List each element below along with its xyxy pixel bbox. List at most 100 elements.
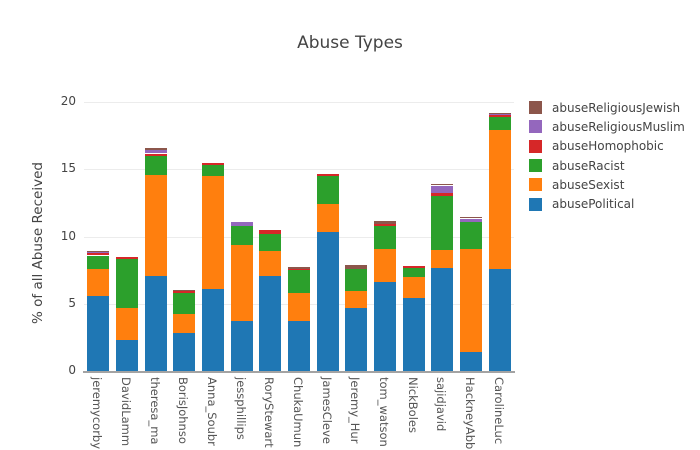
- chart-title: Abuse Types: [297, 33, 403, 53]
- y-tick-label: 0: [68, 363, 76, 377]
- bar-segment-abuseSexist-jeremycorby[interactable]: [87, 268, 110, 297]
- bar-segment-abusePolitical-tom_watson[interactable]: [374, 282, 396, 371]
- legend-label: abuseReligiousMuslim: [552, 119, 685, 134]
- bar-segment-abuseRacist-Anna_Soubr[interactable]: [202, 164, 224, 176]
- bar-segment-abuseSexist-tom_watson[interactable]: [374, 248, 396, 282]
- bar-segment-abuseRacist-sajidjavid[interactable]: [431, 195, 454, 250]
- bar-segment-abuseRacist-jeremycorby[interactable]: [87, 255, 110, 269]
- x-tick-label-theresa_ma: theresa_ma: [147, 377, 162, 445]
- bar-segment-abuseSexist-CarolineLuc[interactable]: [488, 130, 511, 270]
- bar-segment-abusePolitical-theresa_ma[interactable]: [144, 276, 167, 371]
- bar-segment-abuseReligiousMuslim-jeremycorby[interactable]: [87, 251, 110, 254]
- bar-segment-abuseReligiousMuslim-CarolineLuc[interactable]: [488, 113, 511, 115]
- bar-segment-abuseRacist-BorisJohnso[interactable]: [173, 292, 196, 314]
- bar-segment-abuseReligiousJewish-BorisJohnso[interactable]: [173, 289, 196, 291]
- bar-segment-abuseReligiousJewish-Jeremy_Hur[interactable]: [345, 265, 368, 270]
- legend-item-abuseSexist[interactable]: abuseSexist: [529, 175, 685, 194]
- legend-item-abuseReligiousJewish[interactable]: abuseReligiousJewish: [529, 98, 685, 117]
- x-tick-label-HackneyAbb: HackneyAbb: [463, 377, 477, 450]
- bar-segment-abuseReligiousMuslim-HackneyAbb[interactable]: [460, 218, 482, 222]
- x-tick-label-JamesCleve: JamesCleve: [319, 377, 334, 444]
- bar-segment-abuseRacist-HackneyAbb[interactable]: [460, 221, 482, 249]
- bar-segment-abuseSexist-jessphillips[interactable]: [230, 245, 253, 322]
- bar-segment-abuseSexist-sajidjavid[interactable]: [431, 250, 454, 269]
- bar-segment-abusePolitical-Jeremy_Hur[interactable]: [345, 308, 368, 371]
- bar-segment-abuseHomophobic-RoryStewart[interactable]: [259, 230, 282, 235]
- legend-item-abusePolitical[interactable]: abusePolitical: [529, 194, 685, 213]
- bar-segment-abusePolitical-RoryStewart[interactable]: [259, 276, 282, 371]
- bar-segment-abuseRacist-ChukaUmun[interactable]: [288, 270, 310, 293]
- bar-segment-abuseReligiousMuslim-sajidjavid[interactable]: [431, 185, 454, 193]
- bar-segment-abuseReligiousJewish-HackneyAbb[interactable]: [460, 217, 482, 219]
- bar-segment-abusePolitical-NickBoles[interactable]: [402, 298, 425, 371]
- x-tick-label-NickBoles: NickBoles: [405, 377, 420, 433]
- bar-segment-abuseHomophobic-DavidLamm[interactable]: [116, 257, 138, 260]
- bar-segment-abuseReligiousMuslim-jessphillips[interactable]: [230, 222, 253, 227]
- legend-label: abuseSexist: [552, 177, 625, 192]
- bar-segment-abuseHomophobic-CarolineLuc[interactable]: [488, 114, 511, 118]
- bar-segment-abusePolitical-HackneyAbb[interactable]: [460, 352, 482, 371]
- legend-label: abusePolitical: [552, 197, 635, 212]
- y-tick-label: 10: [60, 228, 76, 243]
- legend-swatch-icon: [529, 101, 542, 115]
- bar-segment-abuseReligiousJewish-sajidjavid[interactable]: [431, 184, 454, 186]
- gridline: [84, 102, 514, 103]
- bar-segment-abuseHomophobic-ChukaUmun[interactable]: [288, 269, 310, 271]
- x-tick-label-jeremycorby: jeremycorby: [90, 377, 105, 450]
- legend-item-abuseRacist[interactable]: abuseRacist: [529, 156, 685, 175]
- x-tick-label-CarolineLuc: CarolineLuc: [491, 377, 506, 445]
- legend-swatch-icon: [529, 120, 542, 134]
- bar-segment-abuseReligiousMuslim-theresa_ma[interactable]: [144, 149, 167, 154]
- bar-segment-abuseReligiousJewish-theresa_ma[interactable]: [144, 147, 167, 150]
- bar-segment-abusePolitical-CarolineLuc[interactable]: [488, 269, 511, 371]
- bar-segment-abuseSexist-ChukaUmun[interactable]: [288, 293, 310, 322]
- bar-segment-abuseReligiousJewish-tom_watson[interactable]: [374, 221, 396, 225]
- bar-segment-abusePolitical-jeremycorby[interactable]: [87, 296, 110, 371]
- bar-segment-abuseHomophobic-JamesCleve[interactable]: [316, 173, 339, 176]
- bar-segment-abuseSexist-RoryStewart[interactable]: [259, 251, 282, 277]
- bar-segment-abuseRacist-jessphillips[interactable]: [230, 226, 253, 246]
- bar-segment-abuseSexist-HackneyAbb[interactable]: [460, 248, 482, 353]
- bar-segment-abuseHomophobic-tom_watson[interactable]: [374, 223, 396, 226]
- bar-segment-abusePolitical-JamesCleve[interactable]: [316, 232, 339, 371]
- bar-segment-abuseSexist-Jeremy_Hur[interactable]: [345, 291, 368, 309]
- x-tick-label-jessphillips: jessphillips: [233, 377, 248, 440]
- x-tick-label-RoryStewart: RoryStewart: [262, 377, 277, 448]
- gridline: [84, 169, 514, 171]
- bar-segment-abuseReligiousJewish-ChukaUmun[interactable]: [288, 267, 310, 270]
- bar-segment-abusePolitical-Anna_Soubr[interactable]: [202, 289, 224, 371]
- bar-segment-abuseHomophobic-BorisJohnso[interactable]: [173, 291, 196, 293]
- bar-segment-abuseSexist-theresa_ma[interactable]: [144, 174, 167, 276]
- bar-segment-abuseRacist-JamesCleve[interactable]: [316, 175, 339, 204]
- bar-segment-abuseRacist-DavidLamm[interactable]: [116, 259, 138, 309]
- bar-segment-abuseRacist-Jeremy_Hur[interactable]: [345, 268, 368, 291]
- bar-segment-abuseHomophobic-sajidjavid[interactable]: [431, 192, 454, 197]
- bar-segment-abusePolitical-sajidjavid[interactable]: [431, 268, 454, 371]
- bar-segment-abuseReligiousJewish-CarolineLuc[interactable]: [488, 113, 511, 115]
- bar-segment-abuseRacist-CarolineLuc[interactable]: [488, 117, 511, 131]
- plot-area: [84, 95, 514, 371]
- bar-segment-abuseHomophobic-Anna_Soubr[interactable]: [202, 162, 224, 165]
- bar-segment-abusePolitical-BorisJohnso[interactable]: [173, 333, 196, 371]
- bar-segment-abuseRacist-NickBoles[interactable]: [402, 267, 425, 277]
- bar-segment-abuseSexist-NickBoles[interactable]: [402, 276, 425, 298]
- bar-segment-abuseSexist-Anna_Soubr[interactable]: [202, 175, 224, 289]
- bar-segment-abuseRacist-theresa_ma[interactable]: [144, 155, 167, 175]
- bar-segment-abuseSexist-DavidLamm[interactable]: [116, 308, 138, 341]
- legend-item-abuseReligiousMuslim[interactable]: abuseReligiousMuslim: [529, 117, 685, 136]
- bar-segment-abusePolitical-DavidLamm[interactable]: [116, 340, 138, 371]
- bar-segment-abuseHomophobic-theresa_ma[interactable]: [144, 153, 167, 156]
- bar-segment-abuseReligiousJewish-jeremycorby[interactable]: [87, 250, 110, 252]
- y-tick-label: 15: [60, 161, 76, 176]
- bar-segment-abuseHomophobic-NickBoles[interactable]: [402, 266, 425, 269]
- legend-swatch-icon: [529, 139, 542, 153]
- bar-segment-abuseRacist-RoryStewart[interactable]: [259, 234, 282, 252]
- legend-item-abuseHomophobic[interactable]: abuseHomophobic: [529, 137, 685, 156]
- bar-segment-abuseSexist-BorisJohnso[interactable]: [173, 313, 196, 333]
- bar-segment-abusePolitical-ChukaUmun[interactable]: [288, 321, 310, 371]
- bar-segment-abusePolitical-jessphillips[interactable]: [230, 321, 253, 371]
- bar-segment-abuseHomophobic-jeremycorby[interactable]: [87, 253, 110, 256]
- bar-segment-abuseRacist-tom_watson[interactable]: [374, 225, 396, 249]
- bar-segment-abuseSexist-JamesCleve[interactable]: [316, 203, 339, 232]
- legend-label: abuseHomophobic: [552, 139, 664, 154]
